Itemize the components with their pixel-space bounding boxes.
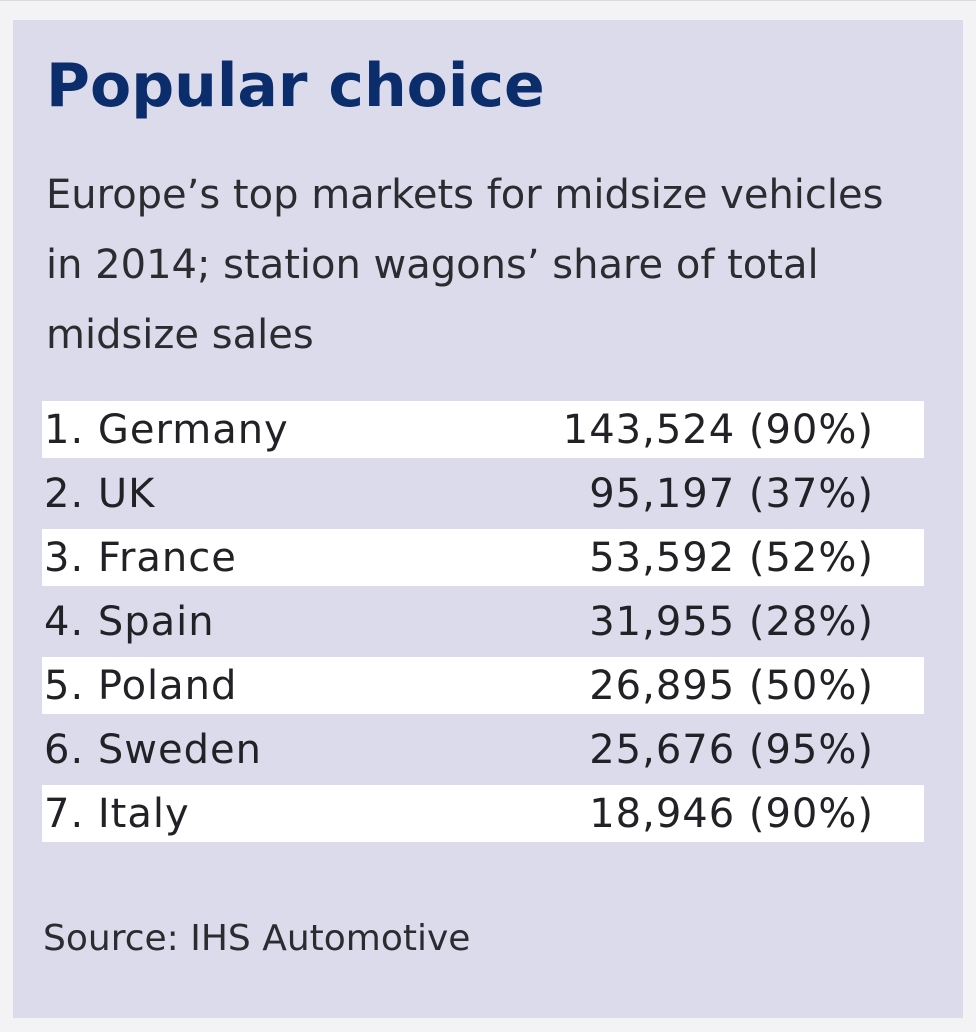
sales-value: 53,592 (52%) xyxy=(589,535,874,581)
market-label: 5. Poland xyxy=(44,663,238,709)
market-label: 1. Germany xyxy=(44,407,289,453)
row-band xyxy=(42,657,924,714)
sales-value: 31,955 (28%) xyxy=(589,599,874,645)
table-row: 2. UK 95,197 (37%) xyxy=(42,462,924,526)
chart-panel: Popular choice Europe’s top markets for … xyxy=(13,20,963,1018)
source-note: Source: IHS Automotive xyxy=(43,918,471,959)
market-label: 4. Spain xyxy=(44,599,215,645)
table-row: 1. Germany 143,524 (90%) xyxy=(42,398,924,462)
table-row: 5. Poland 26,895 (50%) xyxy=(42,654,924,718)
sales-value: 143,524 (90%) xyxy=(562,407,874,453)
market-label: 7. Italy xyxy=(44,791,190,837)
sales-value: 18,946 (90%) xyxy=(589,791,874,837)
market-label: 6. Sweden xyxy=(44,727,262,773)
table-row: 7. Italy 18,946 (90%) xyxy=(42,782,924,846)
market-table: 1. Germany 143,524 (90%) 2. UK 95,197 (37%)… xyxy=(42,398,924,846)
chart-title: Popular choice xyxy=(46,51,545,121)
sales-value: 95,197 (37%) xyxy=(589,471,874,517)
sales-value: 26,895 (50%) xyxy=(589,663,874,709)
table-row: 6. Sweden 25,676 (95%) xyxy=(42,718,924,782)
market-label: 3. France xyxy=(44,535,237,581)
row-band xyxy=(42,401,924,458)
table-row: 3. France 53,592 (52%) xyxy=(42,526,924,590)
sales-value: 25,676 (95%) xyxy=(589,727,874,773)
row-band xyxy=(42,529,924,586)
row-band xyxy=(42,785,924,842)
table-row: 4. Spain 31,955 (28%) xyxy=(42,590,924,654)
market-label: 2. UK xyxy=(44,471,156,517)
chart-subtitle: Europe’s top markets for midsize vehicle… xyxy=(46,172,884,358)
